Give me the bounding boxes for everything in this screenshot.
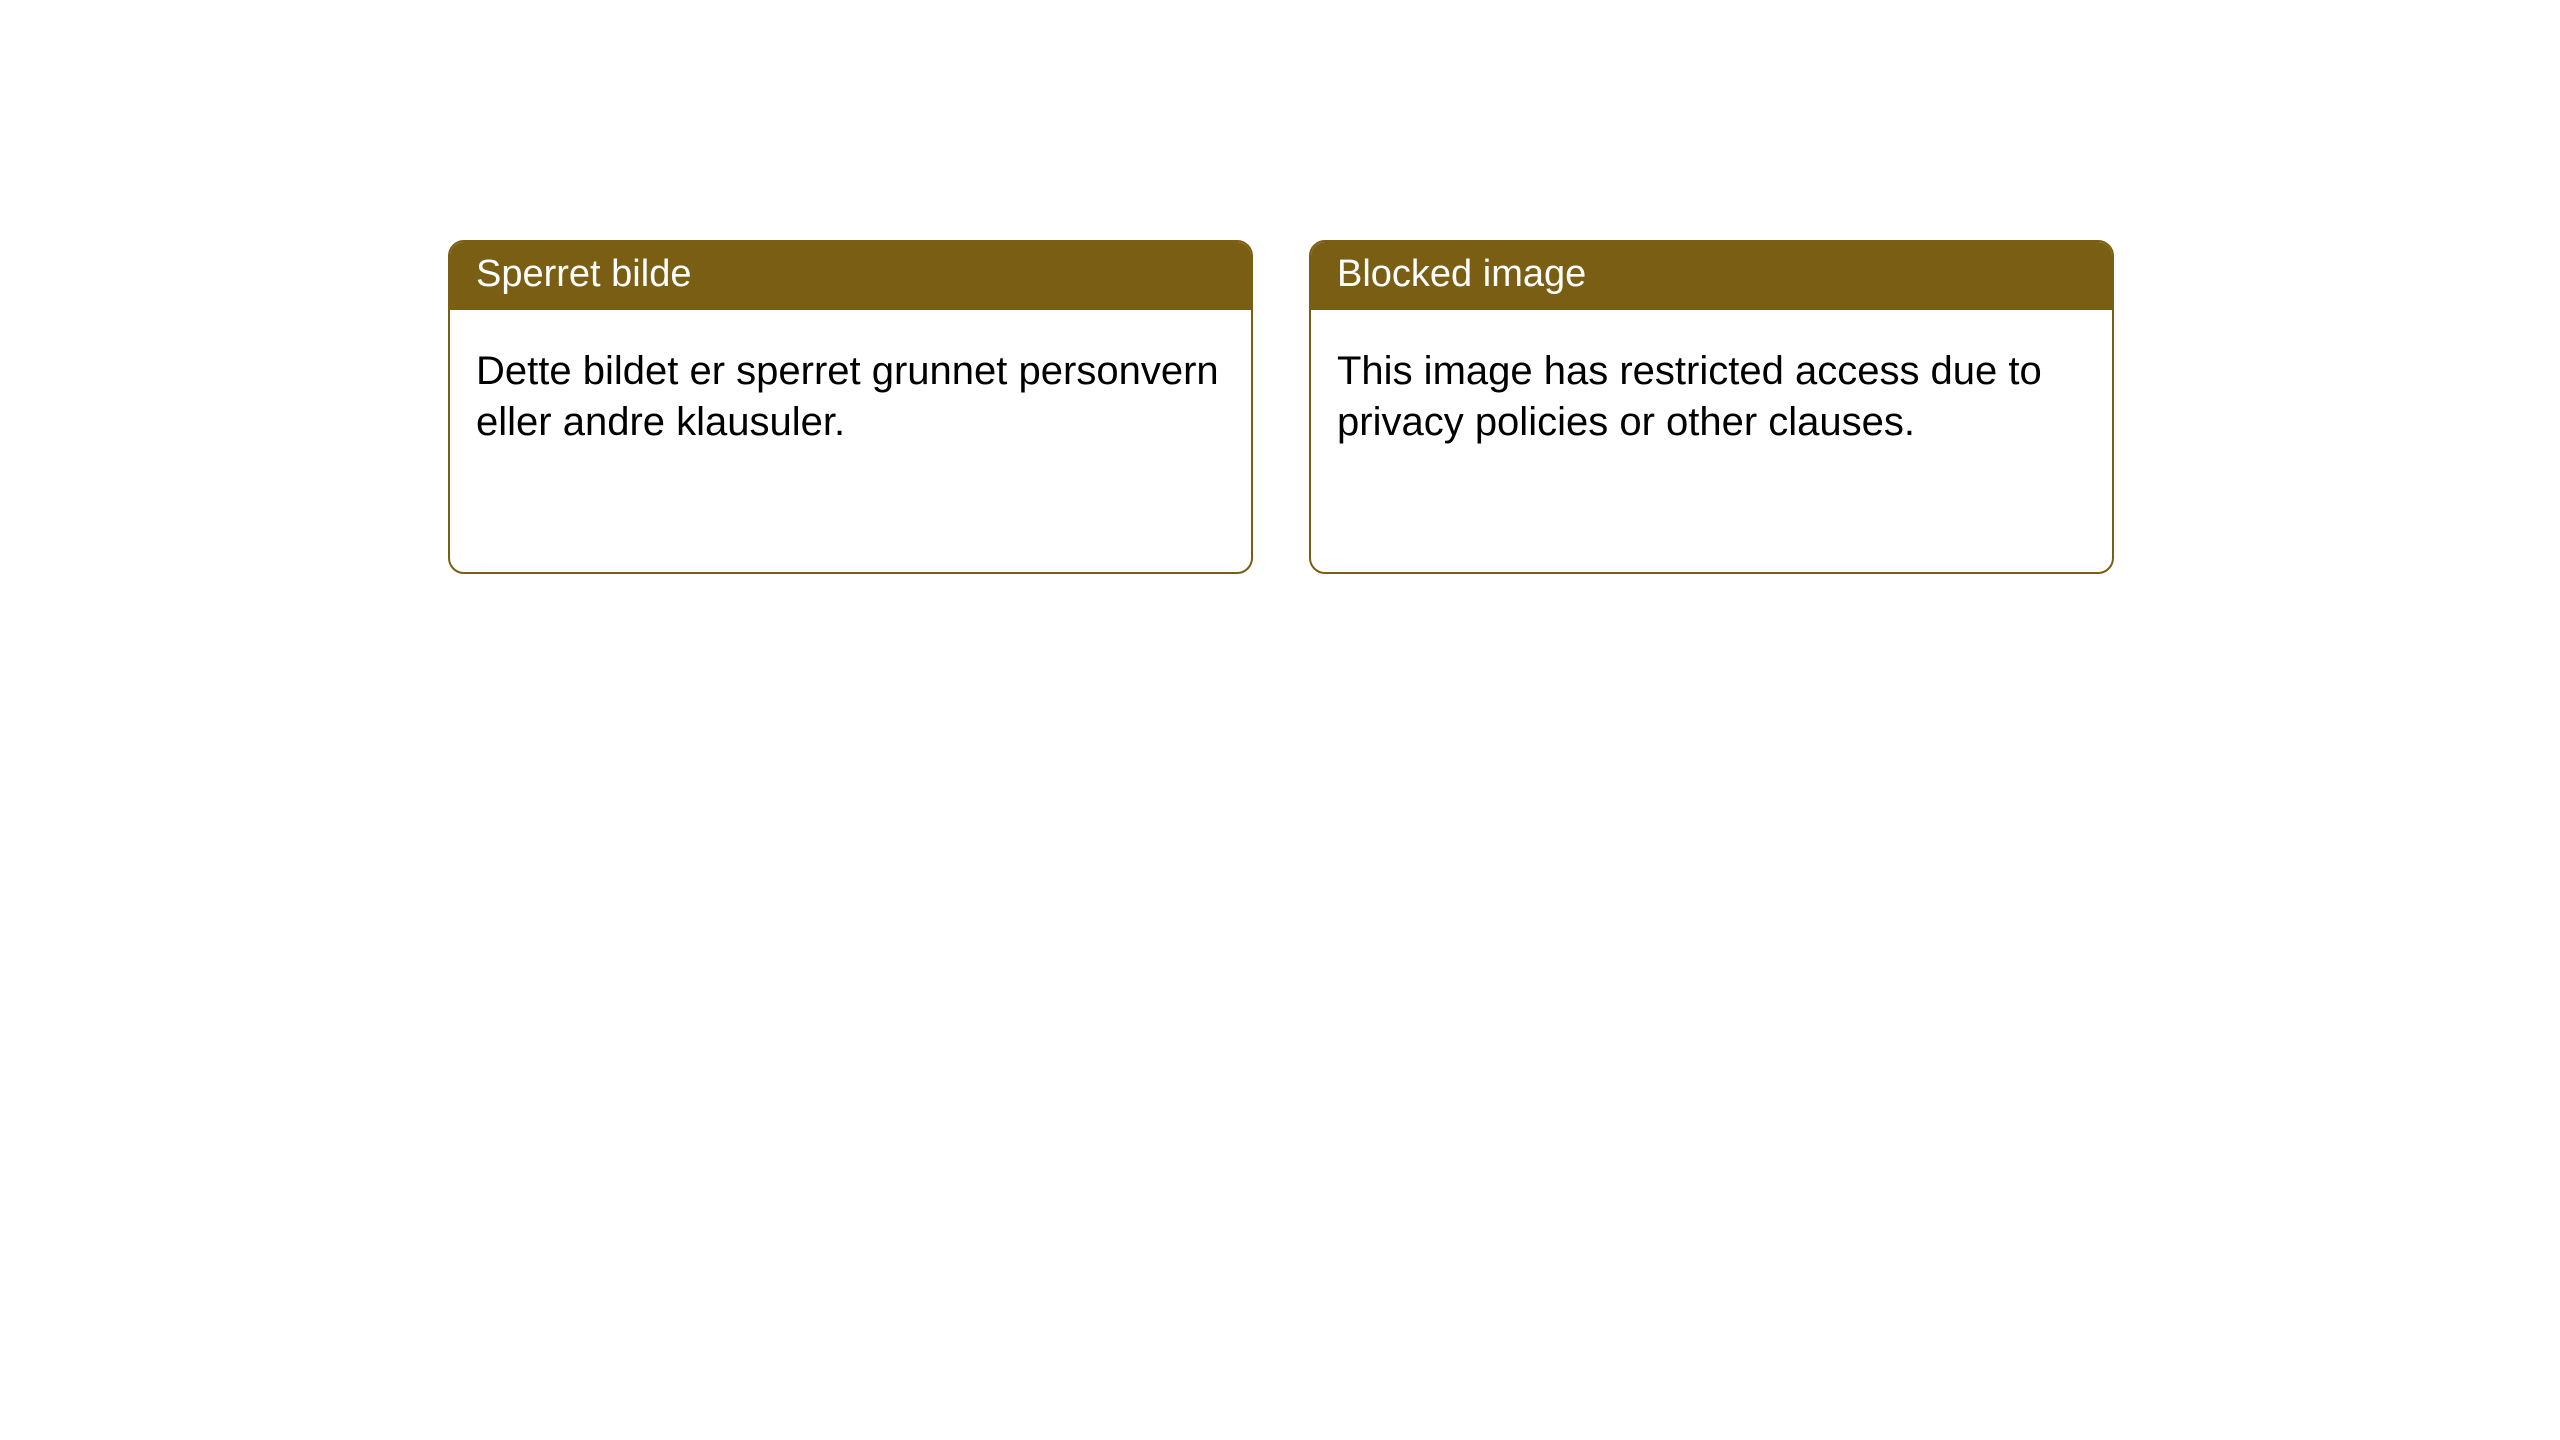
card-title: Blocked image [1337, 253, 1586, 295]
notice-container: Sperret bilde Dette bildet er sperret gr… [0, 0, 2560, 574]
card-header: Sperret bilde [450, 242, 1251, 310]
blocked-image-card-no: Sperret bilde Dette bildet er sperret gr… [448, 240, 1253, 574]
card-header: Blocked image [1311, 242, 2112, 310]
card-body: This image has restricted access due to … [1311, 310, 2112, 474]
card-body-text: This image has restricted access due to … [1337, 349, 2042, 444]
blocked-image-card-en: Blocked image This image has restricted … [1309, 240, 2114, 574]
card-body-text: Dette bildet er sperret grunnet personve… [476, 349, 1219, 444]
card-title: Sperret bilde [476, 253, 691, 295]
card-body: Dette bildet er sperret grunnet personve… [450, 310, 1251, 474]
